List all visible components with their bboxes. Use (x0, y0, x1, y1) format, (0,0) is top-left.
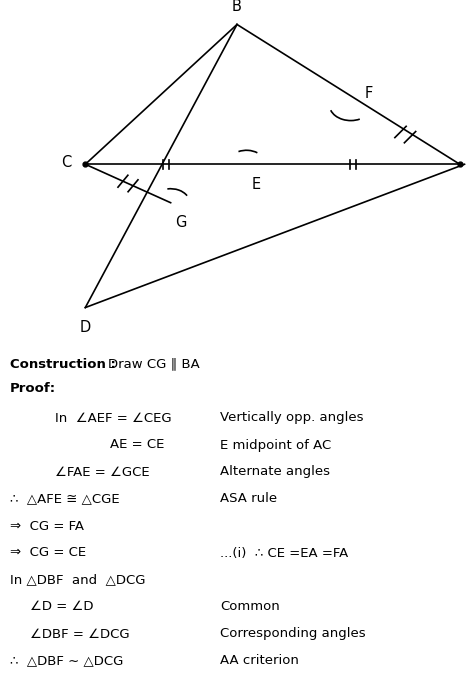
Text: E midpoint of AC: E midpoint of AC (220, 438, 331, 452)
Text: AA criterion: AA criterion (220, 654, 299, 668)
Text: Corresponding angles: Corresponding angles (220, 628, 365, 640)
Text: E: E (251, 177, 260, 192)
Text: ⇒  CG = CE: ⇒ CG = CE (10, 547, 86, 559)
Text: D: D (80, 320, 91, 335)
Text: G: G (175, 215, 187, 230)
Text: In  ∠AEF = ∠CEG: In ∠AEF = ∠CEG (55, 412, 172, 424)
Text: ∠D = ∠D: ∠D = ∠D (30, 600, 93, 614)
Text: ...(i)  ∴ CE =EA =FA: ...(i) ∴ CE =EA =FA (220, 547, 348, 559)
Text: Vertically opp. angles: Vertically opp. angles (220, 412, 364, 424)
Text: Common: Common (220, 600, 280, 614)
Text: AE = CE: AE = CE (110, 438, 164, 452)
Text: C: C (61, 155, 71, 170)
Text: B: B (232, 0, 242, 14)
Text: In △DBF  and  △DCG: In △DBF and △DCG (10, 573, 146, 586)
Text: ∠FAE = ∠GCE: ∠FAE = ∠GCE (55, 466, 150, 479)
Text: ∴  △DBF ∼ △DCG: ∴ △DBF ∼ △DCG (10, 654, 123, 668)
Text: Alternate angles: Alternate angles (220, 466, 330, 479)
Text: Proof:: Proof: (10, 382, 56, 395)
Text: ⇒  CG = FA: ⇒ CG = FA (10, 519, 84, 533)
Text: ASA rule: ASA rule (220, 493, 277, 505)
Text: Draw CG ∥ BA: Draw CG ∥ BA (108, 357, 200, 370)
Text: F: F (365, 87, 373, 101)
Text: ∠DBF = ∠DCG: ∠DBF = ∠DCG (30, 628, 129, 640)
Text: ∴  △AFE ≅ △CGE: ∴ △AFE ≅ △CGE (10, 493, 119, 505)
Text: Construction :: Construction : (10, 357, 116, 370)
